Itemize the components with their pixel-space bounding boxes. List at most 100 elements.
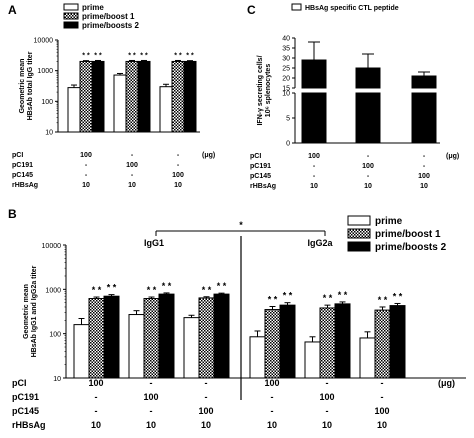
panel-b-condition-value: 10 xyxy=(377,420,387,430)
panel-b-star: * * xyxy=(202,285,212,295)
panel-a-ylabel: Geometric meanHBsAb total IgG titer xyxy=(19,51,34,120)
panel-b-bar xyxy=(198,297,215,379)
panel-b-condition-value: - xyxy=(150,378,153,388)
panel-b-star: * * xyxy=(217,281,227,291)
panel-b-condition-value: 10 xyxy=(146,420,156,430)
panel-b-ytick-label: 10000 xyxy=(42,243,62,250)
panel-c-condition-value: - xyxy=(423,153,426,160)
panel-c-condition-value: - xyxy=(367,173,370,180)
panel-a-legend-label: prime xyxy=(82,3,104,12)
panel-b-star: * * xyxy=(283,291,293,301)
panel-c-ytick-label: 35 xyxy=(282,46,290,53)
panel-b-legend-label: prime xyxy=(375,216,403,227)
panel-a-bar xyxy=(137,60,151,133)
panel-b-condition-value: 100 xyxy=(198,406,213,416)
panel-b-star: * * xyxy=(107,283,117,293)
panel-a-bar xyxy=(183,60,197,133)
panel-a-condition-value: - xyxy=(177,152,180,159)
panel-b-bar xyxy=(158,293,175,379)
panel-a-condition-value: - xyxy=(177,162,180,169)
panel-b-condition-value: 100 xyxy=(143,392,158,402)
panel-b-ytick-label: 10 xyxy=(53,376,61,383)
panel-a-condition-value: - xyxy=(85,172,88,179)
panel-a-bar xyxy=(125,60,139,133)
panel-c-bar-upper xyxy=(355,67,381,89)
panel-b-bar xyxy=(73,324,90,379)
panel-b-unit: (μg) xyxy=(438,378,455,388)
panel-a-ytick-label: 1000 xyxy=(37,68,53,75)
panel-a-star: * * xyxy=(174,52,182,59)
panel-b-ylabel: Geometric meanHBsAb IgG1 and IgG2a titer xyxy=(23,265,38,357)
panel-b-star: * * xyxy=(162,281,172,291)
panel-b-condition-label: pC191 xyxy=(12,392,39,402)
panel-b-condition-value: 100 xyxy=(374,406,389,416)
panel-c-ylabel-line: 10⁶ splenocytes xyxy=(265,64,272,118)
panel-c-ytick-label: 40 xyxy=(282,36,290,43)
panel-a-condition-value: 10 xyxy=(128,182,136,189)
panel-c-condition-value: - xyxy=(423,163,426,170)
panel-b-bar xyxy=(319,307,336,379)
panel-a-ylabel-line: HBsAb total IgG titer xyxy=(27,51,34,120)
panel-b-condition-value: - xyxy=(271,406,274,416)
panel-a-unit: (μg) xyxy=(202,152,215,159)
panel-b-bar xyxy=(128,314,145,379)
panel-a-condition-value: 10 xyxy=(174,182,182,189)
panel-c-condition-label: rHBsAg xyxy=(250,183,276,190)
panel-a-star: * * xyxy=(140,52,148,59)
panel-c-ylabel-line: IFN-γ secreting cells/ xyxy=(257,55,264,125)
panel-b-condition-value: - xyxy=(381,378,384,388)
panel-b-bar xyxy=(304,341,321,379)
panel-c-bar-lower xyxy=(355,92,381,144)
panel-c-ytick-label: 0 xyxy=(286,141,290,148)
panel-b-significance-star: * xyxy=(239,220,243,230)
panel-c-condition-value: 10 xyxy=(310,183,318,190)
panel-b-star: * * xyxy=(393,291,403,301)
panel-c-legend-label: HBsAg specific CTL peptide xyxy=(305,5,399,12)
panel-b-condition-label: pCI xyxy=(12,378,27,388)
panel-a-bar xyxy=(67,87,81,133)
panel-b-condition-value: 100 xyxy=(88,378,103,388)
panel-a-condition-label: rHBsAg xyxy=(12,182,38,189)
panel-a-letter: A xyxy=(8,3,17,17)
panel-b-condition-value: 10 xyxy=(201,420,211,430)
panel-c-condition-value: - xyxy=(367,153,370,160)
panel-a-condition-value: - xyxy=(131,152,134,159)
panel-c-condition-label: pC145 xyxy=(250,173,271,180)
panel-b-ylabel-line: HBsAb IgG1 and IgG2a titer xyxy=(31,265,38,357)
panel-b-legend-swatch xyxy=(347,241,371,252)
panel-b-condition-value: - xyxy=(326,378,329,388)
panel-b-section-igg2a: IgG2a xyxy=(307,238,333,248)
panel-b-bar xyxy=(143,298,160,379)
panel-b-condition-label: pC145 xyxy=(12,406,39,416)
panel-c-condition-value: 100 xyxy=(418,173,430,180)
panel-b-star: * * xyxy=(338,290,348,300)
panel-a-star: * * xyxy=(186,53,194,60)
panel-a-star: * * xyxy=(94,52,102,59)
panel-c-bar-lower xyxy=(411,92,437,144)
panel-c-condition-value: 100 xyxy=(308,153,320,160)
panel-a-condition-value: - xyxy=(85,162,88,169)
panel-b-star: * * xyxy=(147,285,157,295)
panel-c-bar-upper xyxy=(411,75,437,89)
panel-a-condition-value: 100 xyxy=(172,172,184,179)
panel-a-ytick-label: 10 xyxy=(45,130,53,137)
panel-c-bar-upper xyxy=(301,59,327,89)
panel-b-bar xyxy=(213,293,230,379)
panel-c-unit: (μg) xyxy=(446,153,459,160)
panel-a-bar xyxy=(79,60,93,133)
panel-b-condition-value: - xyxy=(205,392,208,402)
panel-a-condition-label: pC191 xyxy=(12,162,33,169)
panel-a-bar xyxy=(159,86,173,133)
panel-b-ylabel-line: Geometric mean xyxy=(23,284,30,339)
panel-c-ytick-label: 10 xyxy=(282,91,290,98)
panel-b-bar xyxy=(249,336,266,379)
panel-a-legend-label: prime/boost 1 xyxy=(82,12,135,21)
panel-b-bar xyxy=(279,304,296,379)
panel-b-bar xyxy=(334,303,351,379)
panel-a-condition-label: pCI xyxy=(12,152,23,159)
panel-b-condition-value: 10 xyxy=(267,420,277,430)
panel-c-condition-label: pC191 xyxy=(250,163,271,170)
panel-a-legend-label: prime/boosts 2 xyxy=(82,21,139,30)
